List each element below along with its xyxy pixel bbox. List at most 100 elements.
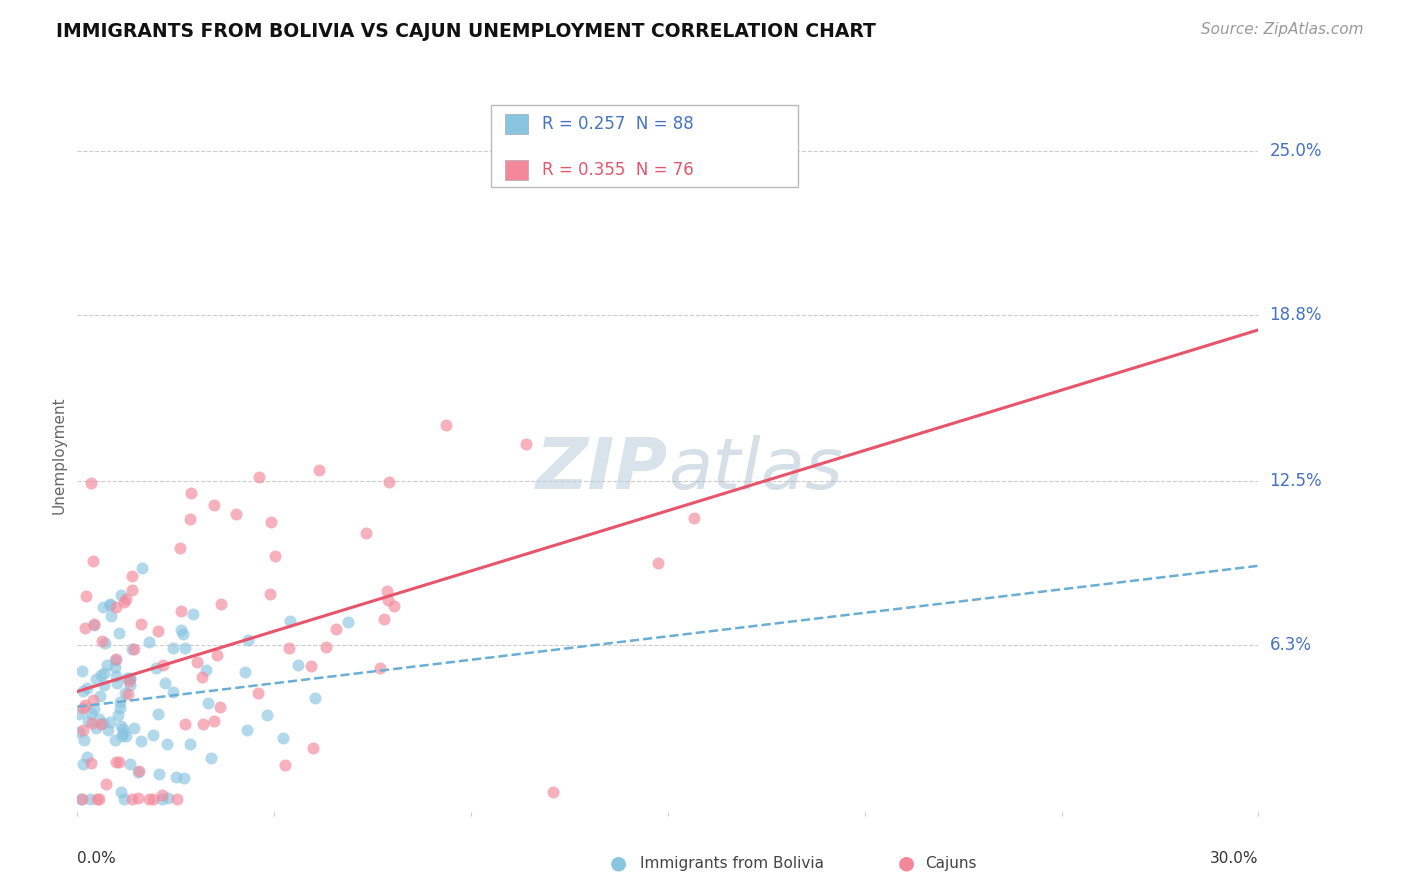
Point (202, 714, 225, 728)
Point (278, 640, 301, 655)
Point (236, 723, 259, 737)
Point (105, 599, 128, 614)
Point (67, 725, 90, 739)
Point (377, 592, 399, 607)
Point (382, 599, 405, 613)
Point (434, 417, 457, 432)
Point (122, 642, 145, 657)
Point (169, 541, 191, 556)
Point (233, 665, 256, 680)
Point (75, 622, 97, 636)
Point (354, 526, 377, 541)
Point (121, 642, 143, 657)
Point (287, 657, 309, 672)
Point (127, 790, 149, 805)
Text: R = 0.257  N = 88: R = 0.257 N = 88 (543, 115, 695, 133)
Point (172, 627, 194, 641)
Point (197, 696, 219, 710)
Point (108, 626, 131, 640)
Point (93, 715, 115, 730)
Bar (505, 161, 529, 180)
Point (157, 790, 180, 805)
Point (301, 740, 323, 755)
Point (336, 615, 359, 630)
Point (118, 678, 141, 692)
Point (208, 700, 231, 714)
Point (162, 685, 184, 699)
Point (166, 791, 188, 805)
Point (683, 510, 706, 524)
Point (259, 516, 281, 530)
Point (148, 766, 170, 780)
Point (121, 791, 143, 805)
Text: atlas: atlas (668, 434, 842, 504)
Point (83, 618, 105, 632)
Point (89, 690, 111, 704)
Point (118, 757, 141, 772)
Point (278, 614, 301, 628)
Point (82, 692, 104, 706)
Point (114, 791, 136, 805)
Point (179, 512, 201, 526)
Text: 25.0%: 25.0% (1270, 142, 1322, 160)
Point (98, 598, 121, 612)
Point (647, 556, 669, 570)
Point (104, 653, 127, 667)
Point (111, 729, 134, 743)
Point (122, 721, 145, 735)
Point (79, 791, 101, 805)
Point (105, 668, 128, 682)
Point (91, 634, 114, 648)
Point (83, 702, 105, 716)
Point (181, 607, 204, 622)
Point (195, 663, 218, 677)
Point (104, 652, 127, 666)
Point (89, 712, 111, 726)
Point (121, 568, 143, 582)
Point (75, 589, 97, 603)
Point (200, 751, 222, 765)
Point (259, 587, 281, 601)
Text: ZIP: ZIP (536, 434, 668, 504)
Point (104, 733, 127, 747)
Point (273, 757, 295, 772)
Point (138, 635, 160, 649)
Point (98, 597, 121, 611)
Point (72, 791, 94, 805)
Point (105, 675, 128, 690)
Point (325, 622, 347, 636)
Point (67, 707, 90, 722)
Bar (505, 114, 529, 134)
Text: Cajuns: Cajuns (925, 856, 977, 871)
Point (110, 719, 132, 733)
Point (271, 731, 294, 745)
Point (152, 657, 174, 672)
Point (76, 750, 98, 764)
Point (107, 707, 129, 722)
Point (86, 791, 108, 805)
Point (72, 723, 94, 738)
Point (93, 678, 115, 692)
Point (129, 733, 152, 747)
Text: ●: ● (610, 854, 627, 873)
Point (115, 591, 138, 606)
Point (127, 764, 149, 779)
Point (118, 672, 141, 686)
Point (202, 498, 225, 512)
Point (128, 764, 150, 778)
Point (94, 635, 117, 649)
Point (96, 658, 118, 673)
Point (173, 772, 195, 786)
Point (80, 475, 103, 490)
Point (165, 770, 187, 784)
Point (368, 661, 391, 675)
Point (72, 684, 94, 698)
Point (236, 632, 259, 647)
Point (100, 609, 122, 624)
Point (108, 695, 131, 709)
Point (308, 463, 330, 477)
Point (174, 717, 197, 731)
Point (107, 755, 129, 769)
Point (515, 437, 537, 451)
Text: 0.0%: 0.0% (77, 851, 117, 865)
